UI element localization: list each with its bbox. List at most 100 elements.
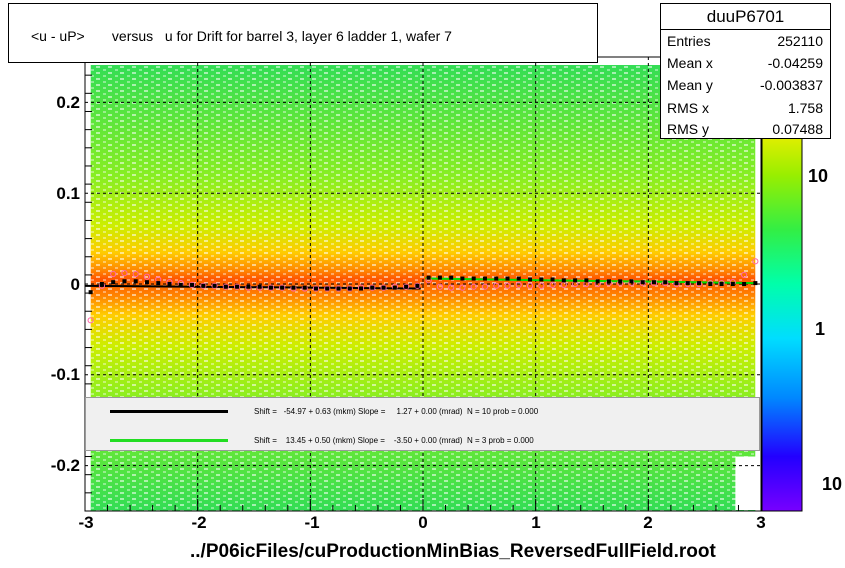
x-tick-label: 1 — [531, 513, 541, 532]
stats-value: -0.04259 — [767, 55, 823, 71]
profile-marker — [336, 286, 341, 291]
y-tick-label: 0.1 — [56, 184, 80, 203]
profile-marker — [742, 282, 747, 286]
heatmap-empty-left — [86, 58, 91, 510]
profile-marker — [133, 279, 138, 284]
x-tick-label: 3 — [756, 513, 766, 532]
profile-alt-marker — [132, 270, 139, 278]
profile-marker — [708, 282, 713, 286]
profile-alt-marker — [335, 285, 342, 292]
profile-alt-marker — [380, 284, 387, 291]
profile-marker — [426, 275, 431, 280]
profile-marker — [561, 278, 566, 283]
x-tick-label: -1 — [304, 513, 320, 532]
profile-alt-marker — [110, 270, 117, 278]
x-tick-label: -2 — [191, 513, 207, 532]
profile-marker — [460, 276, 465, 281]
profile-marker — [167, 282, 172, 286]
stats-value: 1.758 — [787, 100, 823, 116]
z-tick-label: 10 — [808, 166, 829, 186]
stats-value: 0.07488 — [772, 121, 823, 137]
y-tick-label: -0.1 — [50, 365, 80, 384]
profile-alt-marker — [459, 284, 466, 291]
profile-alt-marker — [538, 282, 545, 289]
profile-marker — [550, 277, 555, 282]
profile-alt-marker — [324, 285, 331, 292]
profile-marker — [404, 284, 409, 289]
stats-box: duuP6701 Entries 252110 Mean x -0.04259 … — [660, 3, 831, 139]
profile-alt-marker — [403, 283, 410, 290]
profile-marker — [280, 285, 285, 290]
profile-marker — [88, 290, 93, 295]
profile-marker — [697, 281, 702, 286]
profile-alt-marker — [279, 284, 286, 291]
profile-alt-marker — [752, 258, 759, 265]
profile-marker — [268, 285, 273, 290]
profile-marker — [257, 284, 262, 289]
profile-marker — [235, 284, 240, 289]
profile-marker — [685, 281, 690, 286]
x-axis-label: ../P06icFiles/cuProductionMinBias_Revers… — [190, 541, 716, 562]
profile-marker — [629, 279, 634, 284]
stats-label: RMS y — [667, 121, 709, 137]
profile-marker — [674, 281, 679, 286]
stats-value: -0.003837 — [759, 77, 823, 93]
profile-alt-marker — [526, 282, 534, 289]
profile-marker — [606, 279, 611, 284]
profile-marker — [640, 280, 645, 285]
legend-line-green — [110, 439, 228, 442]
profile-marker — [302, 285, 307, 290]
profile-alt-marker — [143, 273, 151, 280]
x-tick-label: 2 — [643, 513, 653, 532]
profile-alt-marker — [87, 317, 94, 324]
stats-label: Mean x — [667, 55, 713, 71]
x-tick-label: 0 — [418, 513, 428, 532]
stats-label: RMS x — [667, 100, 709, 116]
stats-row-mean-y: Mean y -0.003837 — [667, 74, 823, 96]
profile-marker — [584, 278, 589, 283]
profile-marker — [99, 282, 104, 286]
profile-alt-marker — [515, 281, 522, 289]
profile-alt-marker — [436, 283, 443, 290]
profile-marker — [122, 279, 127, 284]
profile-marker — [291, 285, 296, 290]
profile-marker — [471, 276, 476, 281]
stats-row-rms-x: RMS x 1.758 — [667, 97, 823, 119]
legend-line-black — [110, 410, 228, 413]
profile-alt-marker — [448, 284, 455, 291]
fit-legend: Shift = -54.97 + 0.63 (mkm) Slope = 1.27… — [85, 397, 760, 451]
profile-alt-marker — [234, 283, 241, 290]
profile-alt-marker — [200, 282, 207, 289]
profile-marker — [370, 285, 375, 290]
stats-row-entries: Entries 252110 — [667, 30, 823, 52]
z-tick-label: 1 — [815, 319, 826, 339]
profile-marker — [223, 284, 228, 289]
profile-alt-marker — [504, 282, 511, 289]
profile-marker — [663, 280, 668, 285]
profile-marker — [505, 276, 510, 281]
profile-alt-marker — [481, 283, 489, 290]
axis-ticks — [84, 56, 762, 512]
stats-title: duuP6701 — [661, 4, 830, 30]
profile-marker — [359, 286, 364, 291]
profile-marker — [719, 282, 724, 286]
profile-alt-marker — [222, 283, 229, 290]
profile-alt-marker — [188, 281, 196, 289]
profile-marker — [415, 283, 420, 288]
fit-line — [84, 284, 421, 290]
profile-alt-marker — [121, 270, 128, 277]
profile-marker — [618, 279, 623, 284]
profile-marker — [539, 277, 544, 282]
y-tick-label: -0.2 — [50, 456, 80, 475]
stats-label: Entries — [667, 33, 711, 49]
stats-label: Mean y — [667, 77, 713, 93]
chart-title: <u - uP> versus u for Drift for barrel 3… — [31, 28, 452, 44]
x-tick-label: -3 — [78, 513, 94, 532]
profile-alt-marker — [369, 284, 376, 291]
profile-marker — [651, 280, 656, 285]
profile-marker — [144, 280, 149, 285]
profile-alt-marker — [414, 282, 421, 289]
legend-entry-1: Shift = -54.97 + 0.63 (mkm) Slope = 1.27… — [254, 407, 539, 416]
profile-alt-marker — [493, 282, 500, 289]
profile-alt-marker — [346, 285, 353, 292]
